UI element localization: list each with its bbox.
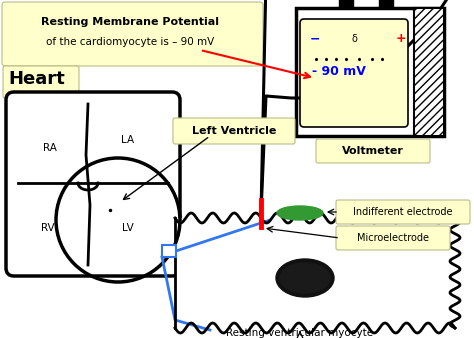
Text: - 90 mV: - 90 mV	[312, 65, 366, 78]
FancyBboxPatch shape	[336, 200, 470, 224]
FancyBboxPatch shape	[3, 66, 79, 98]
Text: Voltmeter: Voltmeter	[342, 146, 404, 156]
FancyBboxPatch shape	[173, 118, 295, 144]
Text: Indifferent electrode: Indifferent electrode	[353, 207, 453, 217]
Bar	[379, 0, 393, 8]
PathPatch shape	[12, 100, 175, 270]
Text: Microelectrode: Microelectrode	[357, 233, 429, 243]
Text: Resting Membrane Potential: Resting Membrane Potential	[41, 17, 219, 27]
Text: Heart: Heart	[8, 70, 65, 88]
Text: LV: LV	[122, 223, 134, 233]
FancyBboxPatch shape	[2, 2, 263, 66]
Text: Resting ventricular myocyte: Resting ventricular myocyte	[227, 328, 374, 338]
Bar	[339, 0, 353, 8]
Text: +: +	[396, 32, 407, 46]
Text: Left Ventricle: Left Ventricle	[192, 126, 276, 136]
Ellipse shape	[277, 206, 323, 220]
Bar	[162, 245, 176, 257]
Text: RA: RA	[43, 143, 57, 153]
Text: −: −	[310, 32, 320, 46]
Text: RV: RV	[41, 223, 55, 233]
Text: of the cardiomyocyte is – 90 mV: of the cardiomyocyte is – 90 mV	[46, 37, 214, 47]
Ellipse shape	[280, 263, 330, 293]
Bar	[296, 8, 444, 136]
Bar	[175, 218, 455, 328]
FancyBboxPatch shape	[6, 92, 180, 276]
Ellipse shape	[276, 259, 334, 297]
Bar	[414, 8, 444, 136]
FancyBboxPatch shape	[316, 139, 430, 163]
Text: LA: LA	[121, 135, 135, 145]
FancyBboxPatch shape	[300, 19, 408, 127]
FancyBboxPatch shape	[336, 226, 450, 250]
Text: δ: δ	[351, 34, 357, 44]
